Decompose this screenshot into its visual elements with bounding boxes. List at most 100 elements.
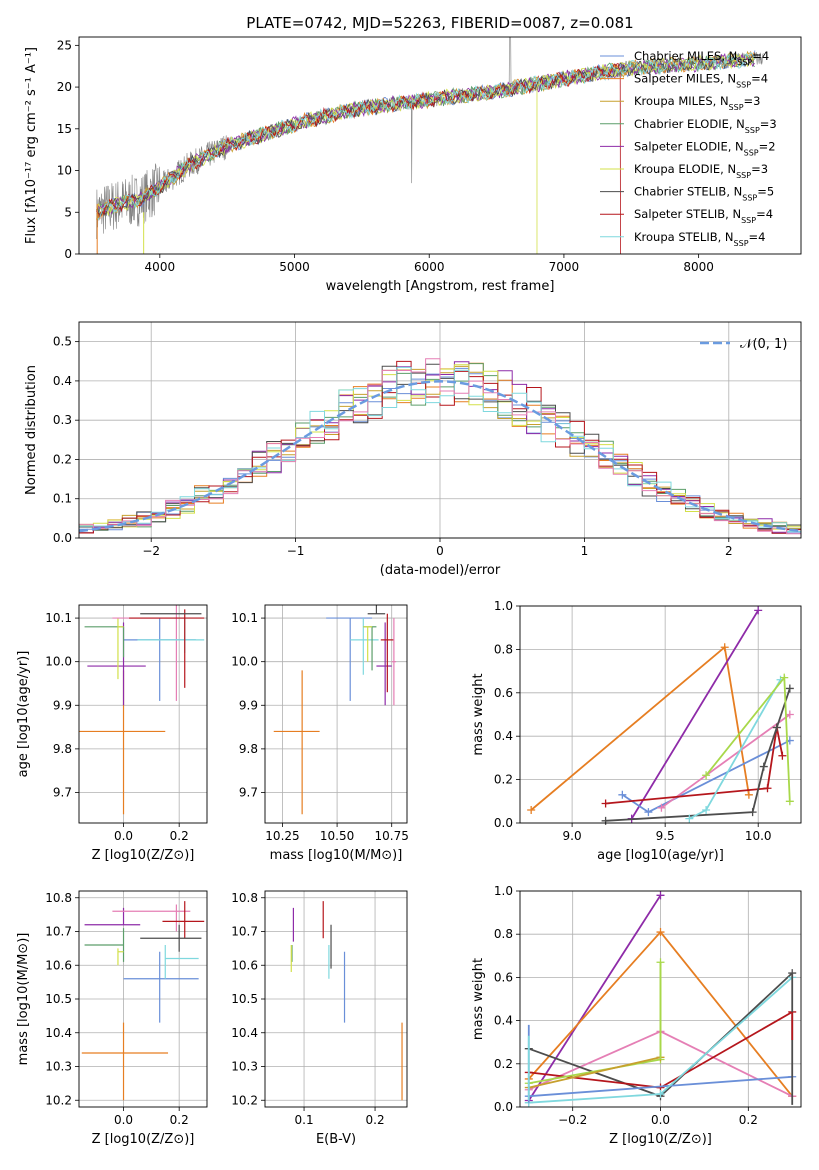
model-line bbox=[96, 51, 756, 221]
legend-entry: Salpeter STELIB, NSSP=4 bbox=[634, 207, 773, 225]
y-tick-label: 10.2 bbox=[45, 1093, 72, 1107]
x-axis-label: Z [log10(Z/Z⊙)] bbox=[92, 848, 195, 863]
y-tick-label: 10.2 bbox=[231, 1093, 258, 1107]
legend-entry: Kroupa STELIB, NSSP=4 bbox=[634, 230, 765, 248]
mass-weight-marker bbox=[601, 799, 610, 808]
mass-weight-marker bbox=[720, 643, 729, 652]
y-tick-label: 0.0 bbox=[494, 1100, 513, 1114]
panel-age_vs_Z: 0.0 0.2 9.7 9.8 9.9 10.0 10.1 Z [log10(Z/Z⊙)] ag… bbox=[16, 604, 208, 863]
y-axis-label: age [log10(age/yr)] bbox=[16, 651, 31, 778]
mass-weight-line bbox=[528, 894, 662, 1101]
mass-weight-line bbox=[660, 713, 791, 809]
y-tick-label: 9.8 bbox=[53, 742, 72, 756]
mass-weight-marker bbox=[644, 808, 653, 817]
y-tick-label: 20 bbox=[57, 80, 72, 94]
plot-area bbox=[96, 37, 764, 254]
normal-curve bbox=[78, 380, 802, 533]
y-tick-label: 10.0 bbox=[45, 655, 72, 669]
axes-frame bbox=[264, 604, 408, 824]
plot-area bbox=[524, 891, 797, 1107]
y-tick-label: 10.4 bbox=[45, 1026, 72, 1040]
y-axis-label: mass [log10(M/M⊙)] bbox=[16, 933, 31, 1066]
x-axis-label: mass [log10(M/M⊙)] bbox=[270, 848, 403, 863]
x-axis-label: (data-model)/error bbox=[380, 563, 501, 578]
x-tick-label: 0.0 bbox=[114, 829, 133, 843]
x-axis-label: wavelength [Angstrom, rest frame] bbox=[326, 279, 555, 294]
y-tick-label: 0.2 bbox=[53, 452, 72, 466]
y-axis-label: Normed distribution bbox=[24, 365, 39, 495]
mass-weight-marker bbox=[601, 816, 610, 825]
y-axis-label: mass weight bbox=[471, 958, 486, 1040]
y-tick-label: 10.5 bbox=[231, 992, 258, 1006]
y-tick-label: 5 bbox=[64, 205, 72, 219]
x-tick-label: −1 bbox=[287, 544, 305, 558]
y-tick-label: 10.7 bbox=[231, 925, 258, 939]
gridlines bbox=[79, 605, 207, 823]
panel-age_vs_mass: 10.25 10.50 10.75 9.7 9.8 9.9 10.0 10.1 mass [lo… bbox=[231, 604, 409, 863]
y-tick-label: 10.3 bbox=[45, 1060, 72, 1074]
y-tick-label: 0.5 bbox=[53, 335, 72, 349]
y-tick-label: 0.0 bbox=[494, 816, 513, 830]
mass-weight-marker bbox=[744, 790, 753, 799]
y-tick-label: 10.1 bbox=[45, 611, 72, 625]
y-tick-label: 0.0 bbox=[53, 531, 72, 545]
x-tick-label: 0.0 bbox=[114, 1113, 133, 1127]
mass-weight-marker bbox=[759, 762, 768, 771]
y-tick-label: 0 bbox=[64, 247, 72, 261]
x-tick-label: 1 bbox=[581, 544, 589, 558]
y-tick-label: 10.8 bbox=[45, 891, 72, 905]
mass-weight-line bbox=[705, 675, 791, 802]
x-tick-label: −0.2 bbox=[558, 1113, 587, 1127]
y-tick-label: 25 bbox=[57, 38, 72, 52]
y-tick-label: 15 bbox=[57, 122, 72, 136]
legend: Chabrier MILES, NSSP=4 Salpeter MILES, NS… bbox=[600, 49, 777, 247]
mass-weight-marker bbox=[754, 606, 763, 615]
y-tick-label: 10.7 bbox=[45, 925, 72, 939]
panel-mass_vs_Z: 0.0 0.2 10.2 10.3 10.4 10.5 10.6 10.7 10.8 Z [log… bbox=[16, 890, 208, 1147]
mass-weight-marker bbox=[748, 808, 757, 817]
panel-weight_vs_age: 9.0 9.5 10.0 0.0 0.2 0.4 0.6 0.8 1.0 age [log10(a… bbox=[471, 599, 802, 863]
legend-entry: Salpeter ELODIE, NSSP=2 bbox=[634, 139, 776, 157]
histogram-step bbox=[79, 365, 801, 534]
y-tick-label: 0.6 bbox=[494, 686, 513, 700]
y-tick-label: 0.2 bbox=[494, 1057, 513, 1071]
x-tick-label: 0.1 bbox=[295, 1113, 314, 1127]
y-tick-label: 9.9 bbox=[53, 698, 72, 712]
y-tick-label: 0.8 bbox=[494, 927, 513, 941]
axes-frame bbox=[78, 890, 208, 1108]
legend-entry: 𝒩(0, 1) bbox=[740, 337, 787, 352]
y-tick-label: 10.6 bbox=[45, 958, 72, 972]
panel-residuals: −2 −1 0 1 2 0.0 0.1 0.2 0.3 0.4 0.5 (data-model)/er… bbox=[24, 321, 802, 578]
mass-weight-marker bbox=[657, 803, 666, 812]
y-tick-label: 0.4 bbox=[53, 374, 72, 388]
y-tick-label: 0.2 bbox=[494, 773, 513, 787]
y-tick-label: 0.1 bbox=[53, 492, 72, 506]
mass-weight-line bbox=[528, 1056, 661, 1089]
y-tick-label: 10.8 bbox=[231, 891, 258, 905]
plot-area bbox=[81, 901, 205, 1101]
x-tick-label: 0 bbox=[436, 544, 444, 558]
panel-weight_vs_Z: −0.2 0.0 0.2 0.0 0.2 0.4 0.6 0.8 1.0 Z [log10(Z/Z… bbox=[471, 884, 802, 1147]
mass-weight-marker bbox=[656, 928, 665, 937]
y-tick-label: 0.8 bbox=[494, 642, 513, 656]
axes-frame bbox=[78, 321, 802, 539]
y-tick-label: 9.8 bbox=[239, 742, 258, 756]
mass-weight-marker bbox=[763, 784, 772, 793]
mass-weight-marker bbox=[785, 710, 794, 719]
y-tick-label: 1.0 bbox=[494, 599, 513, 613]
x-axis-label: Z [log10(Z/Z⊙)] bbox=[609, 1132, 712, 1147]
y-tick-label: 10.4 bbox=[231, 1026, 258, 1040]
x-tick-label: 6000 bbox=[414, 260, 445, 274]
gridlines bbox=[265, 891, 407, 1107]
y-tick-label: 0.6 bbox=[494, 970, 513, 984]
mass-weight-marker bbox=[785, 797, 794, 806]
y-tick-label: 10 bbox=[57, 164, 72, 178]
plot-area bbox=[290, 901, 403, 1101]
y-tick-label: 9.7 bbox=[239, 785, 258, 799]
mass-weight-marker bbox=[685, 814, 694, 823]
mass-weight-line bbox=[605, 727, 784, 805]
x-tick-label: 2 bbox=[725, 544, 733, 558]
y-axis-label: Flux [fλ10⁻¹⁷ erg cm⁻² s⁻¹ A⁻¹] bbox=[24, 47, 39, 244]
mass-weight-marker bbox=[656, 891, 665, 900]
legend-entry: Chabrier STELIB, NSSP=5 bbox=[634, 185, 774, 203]
